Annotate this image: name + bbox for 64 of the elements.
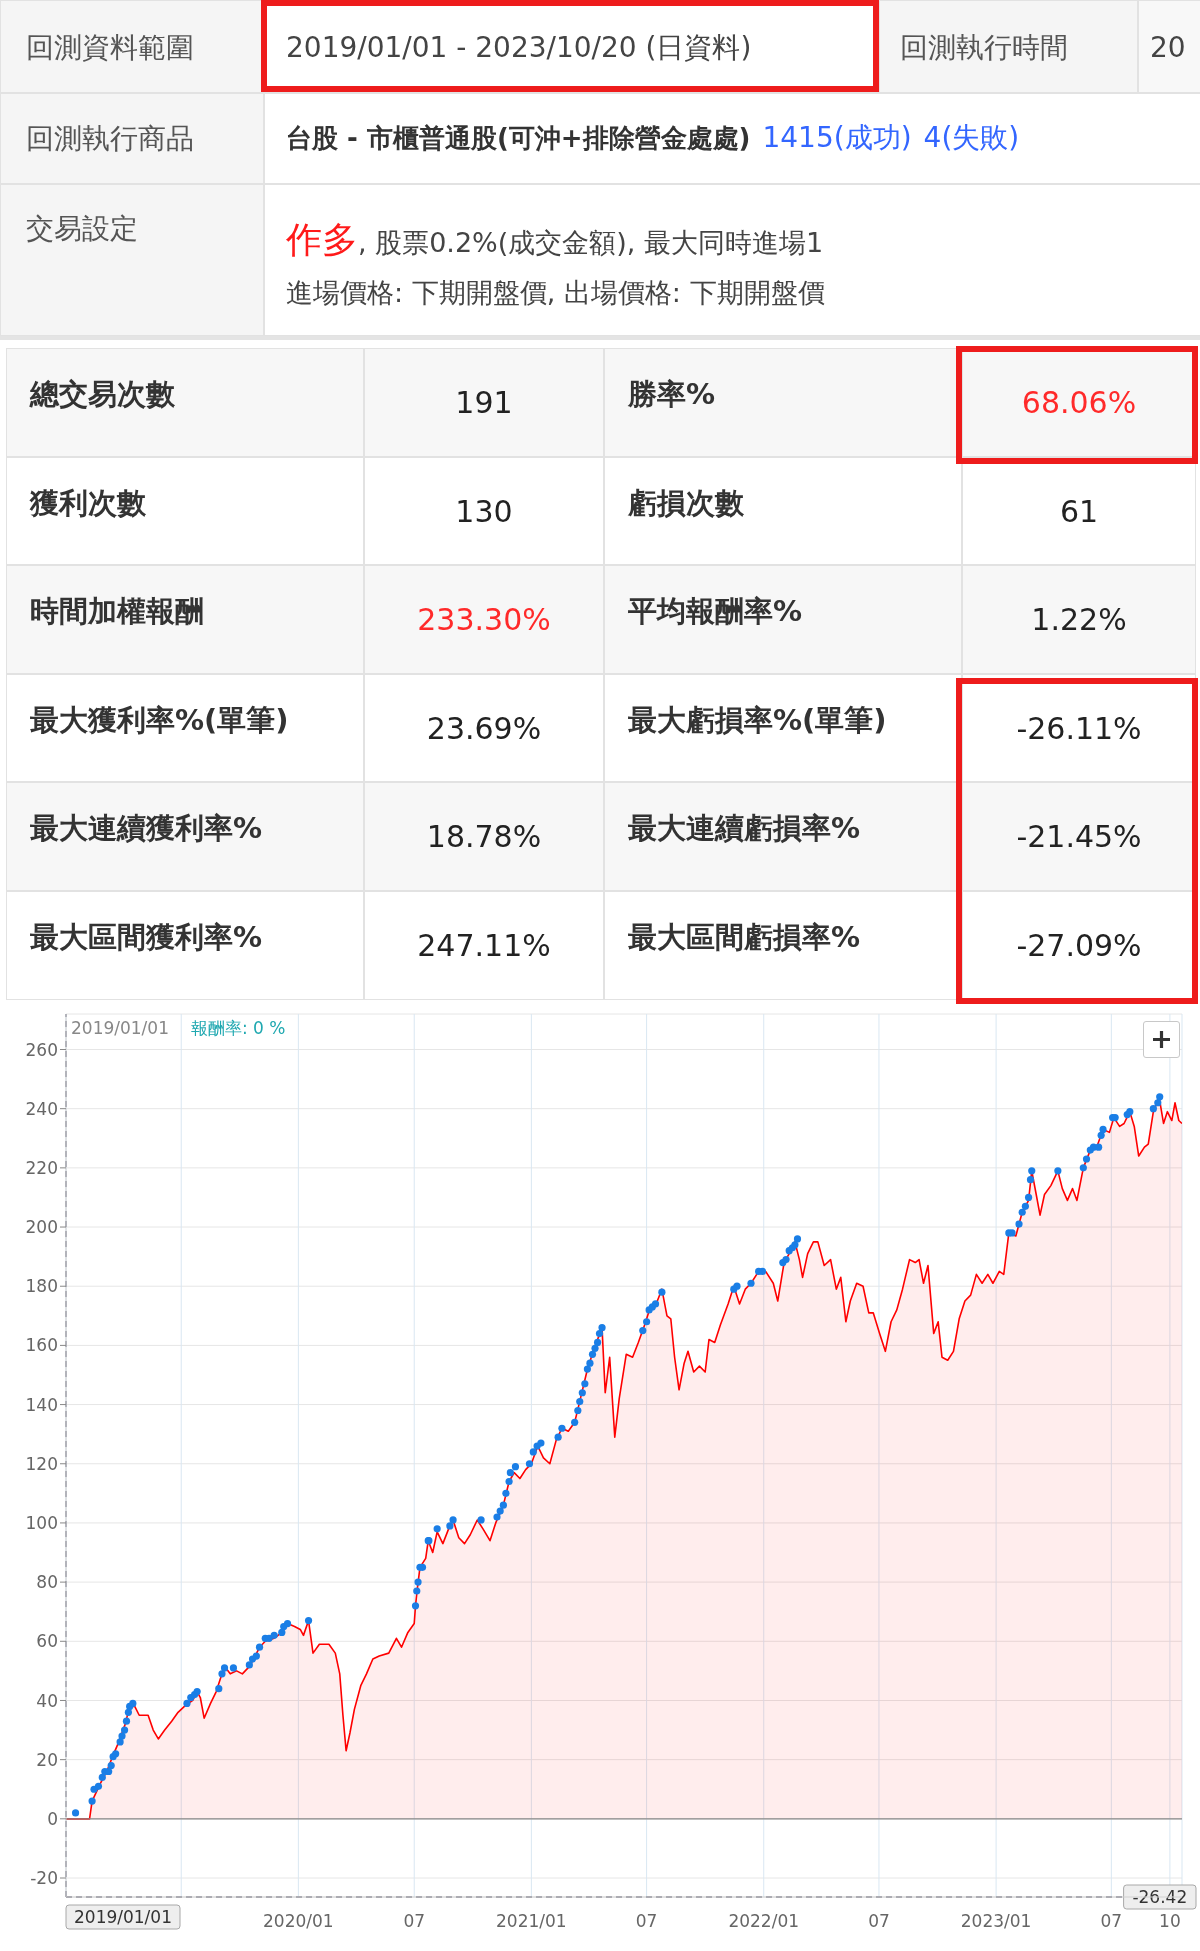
text: 回測執行商品 (26, 121, 194, 155)
text: 4(失敗) (923, 120, 1020, 156)
text: 獲利次數 (30, 485, 146, 520)
y-tick-label: 20 (36, 1749, 58, 1770)
x-tick-label: 2020/01 (263, 1911, 334, 1932)
text: -26.11% (1016, 709, 1142, 748)
x-tick-label: 07 (868, 1911, 890, 1932)
text: 23.69% (426, 709, 542, 748)
y-tick-label: -20 (30, 1868, 58, 1889)
y-tick-label: 60 (36, 1631, 58, 1652)
y-tick-label: 40 (36, 1690, 58, 1711)
y-tick-label: 120 (25, 1453, 58, 1474)
text: 130 (455, 492, 513, 531)
x-tick-label: 07 (635, 1911, 658, 1932)
text: 最大獲利率%(單筆) (30, 702, 289, 737)
text: 247.11% (417, 927, 551, 965)
ref-line-label: -26.42 (1132, 1887, 1188, 1907)
text: 68.06% (1021, 384, 1137, 422)
text: 最大區間虧損率% (628, 920, 861, 954)
text: 作多 (286, 218, 358, 262)
y-tick-label: 220 (25, 1157, 58, 1178)
x-tick-label: 2022/01 (728, 1911, 800, 1932)
x-tick-label: 07 (1100, 1911, 1123, 1932)
text: 1.22% (1031, 601, 1127, 640)
text: 61 (1059, 492, 1099, 531)
text: 2019/01/01 - 2023/10/20 (日資料) (286, 30, 752, 64)
y-tick-label: 200 (25, 1217, 58, 1238)
text: 虧損次數 (628, 485, 744, 520)
annotation: 報酬率: 0 % (190, 1017, 286, 1040)
text: 交易設定 (26, 211, 138, 245)
text: 18.78% (426, 818, 542, 857)
text: 勝率% (628, 377, 716, 411)
text: 最大連續虧損率% (628, 811, 861, 846)
y-tick-label: 240 (25, 1098, 58, 1119)
y-tick-label: 80 (36, 1572, 58, 1593)
text: 台股 - 市櫃普通股(可沖+排除營金處處) (286, 122, 751, 155)
text: -21.45% (1016, 818, 1142, 857)
x-tick-label: 07 (403, 1911, 426, 1932)
text: 最大連續獲利率% (30, 811, 263, 846)
y-tick-label: 140 (25, 1394, 58, 1415)
text: 最大區間獲利率% (30, 920, 263, 954)
y-tick-label: 180 (25, 1276, 58, 1297)
text: 進場價格: 下期開盤價, 出場價格: 下期開盤價 (286, 277, 825, 308)
x-tick-label: 10 (1159, 1911, 1181, 1932)
ref-line-label: 2019/01/01 (74, 1907, 172, 1927)
text: 20 (1150, 30, 1186, 64)
text: 回測資料範圍 (26, 30, 194, 64)
text: 1415(成功) (762, 120, 912, 156)
text: 191 (455, 384, 513, 422)
text: , 股票0.2%(成交金額), 最大同時進場1 (358, 226, 824, 260)
y-tick-label: 100 (25, 1512, 58, 1533)
text: 最大虧損率%(單筆) (628, 702, 887, 737)
y-tick-label: 160 (25, 1335, 58, 1356)
annotation: 2019/01/01 (71, 1017, 169, 1040)
text: 總交易次數 (30, 377, 175, 411)
text: 平均報酬率% (628, 594, 803, 629)
text: -27.09% (1016, 927, 1142, 965)
x-tick-label: 2023/01 (960, 1911, 1032, 1932)
x-tick-label: 2021/01 (496, 1911, 567, 1932)
text: 233.30% (417, 601, 551, 640)
text: 時間加權報酬 (30, 594, 204, 629)
y-tick-label: 260 (25, 1039, 58, 1060)
text: 回測執行時間 (900, 30, 1068, 64)
y-tick-label: 0 (47, 1808, 58, 1829)
